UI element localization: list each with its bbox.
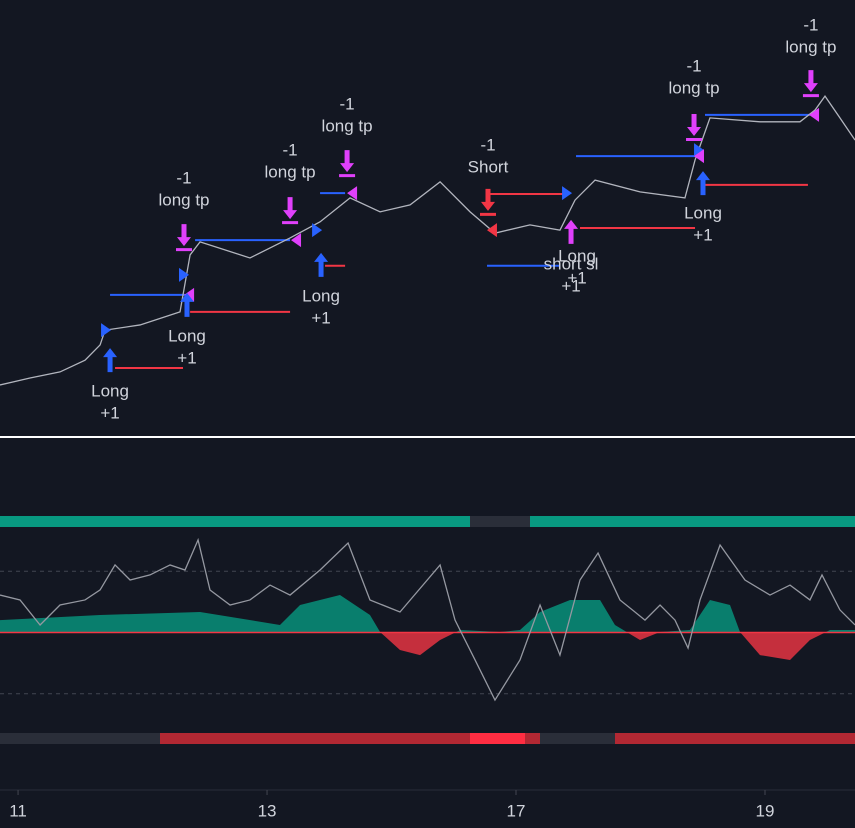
- signal-label: long tp: [785, 38, 836, 57]
- signal-label: -1: [686, 56, 701, 75]
- signal-label: Long: [302, 287, 340, 306]
- signal-marker: [802, 70, 819, 98]
- signal-label: +1: [100, 403, 119, 422]
- signal-label: +1: [177, 349, 196, 368]
- signal-label: +1: [561, 276, 580, 295]
- signal-label: -1: [803, 16, 818, 35]
- signal-marker: [175, 224, 192, 252]
- signal-marker: [282, 197, 299, 225]
- signal-strip: [470, 733, 525, 744]
- signal-marker: [179, 292, 194, 317]
- signal-marker: [314, 252, 329, 277]
- signal-label: long tp: [669, 78, 720, 97]
- signal-marker: [686, 114, 703, 142]
- signal-marker: [101, 323, 112, 338]
- signal-marker: [179, 267, 190, 282]
- signal-label: Long: [684, 204, 722, 223]
- signal-marker: [564, 219, 579, 244]
- signal-strip: [470, 516, 530, 527]
- signal-marker: [339, 150, 356, 178]
- signal-marker: [695, 171, 710, 196]
- signal-marker: [291, 233, 302, 248]
- signal-marker: [694, 149, 705, 164]
- histogram-area: [0, 595, 855, 632]
- signal-marker: [184, 287, 195, 302]
- price-line: [0, 95, 855, 386]
- signal-label: +1: [693, 226, 712, 245]
- signal-strip: [0, 733, 160, 744]
- histogram-area: [0, 632, 855, 660]
- signal-label: -1: [340, 94, 355, 113]
- signal-marker: [312, 223, 323, 238]
- signal-label: Short: [468, 158, 509, 177]
- x-tick-label: 17: [507, 801, 526, 820]
- signal-label: -1: [480, 136, 495, 155]
- signal-strip: [0, 516, 855, 527]
- signal-marker: [694, 143, 705, 158]
- signal-marker: [562, 186, 573, 201]
- x-tick-label: 11: [9, 801, 27, 820]
- x-tick-label: 13: [258, 801, 277, 820]
- signal-label: long tp: [322, 116, 373, 135]
- signal-label: +1: [311, 309, 330, 328]
- signal-strip: [0, 733, 855, 744]
- signal-label: short sl: [544, 254, 599, 273]
- signal-label: long tp: [265, 162, 316, 181]
- signal-marker: [347, 186, 358, 201]
- x-tick-label: 19: [756, 801, 775, 820]
- signal-marker: [486, 223, 497, 238]
- signal-label: -1: [176, 168, 191, 187]
- signal-label: Long: [558, 247, 596, 266]
- signal-marker: [480, 188, 497, 216]
- price-line: [0, 537, 855, 702]
- signal-marker: [809, 107, 820, 122]
- signal-label: long tp: [158, 190, 209, 209]
- signal-strip: [540, 733, 615, 744]
- signal-label: Long: [91, 381, 129, 400]
- signal-marker: [103, 348, 118, 373]
- signal-label: -1: [283, 140, 298, 159]
- signal-label: +1: [567, 269, 586, 288]
- histogram-area: [0, 595, 855, 660]
- signal-label: Long: [168, 327, 206, 346]
